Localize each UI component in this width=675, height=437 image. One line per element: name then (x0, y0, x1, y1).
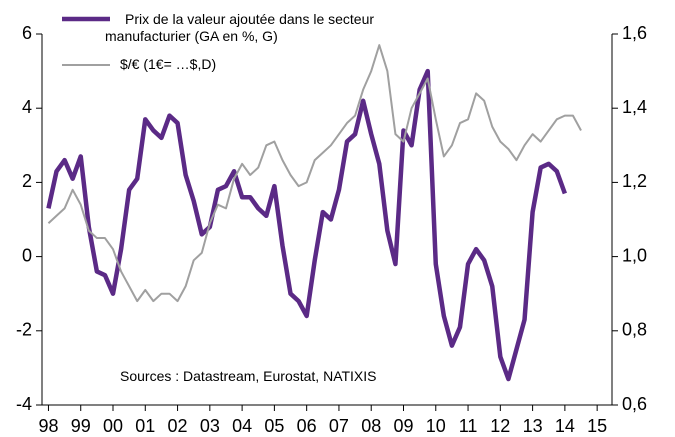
annotation: Sources : Datastream, Eurostat, NATIXIS (120, 368, 377, 384)
x-tick-label: 11 (459, 416, 478, 436)
x-tick-label: 05 (264, 416, 284, 436)
x-tick-label: 00 (103, 416, 123, 436)
y2-tick-label: 1,4 (622, 97, 647, 117)
x-tick-label: 13 (523, 416, 543, 436)
y2-tick-label: 1,2 (622, 171, 647, 191)
y2-tick-label: 1,0 (622, 245, 647, 265)
x-tick-label: 01 (135, 416, 155, 436)
x-tick-label: 15 (587, 416, 607, 436)
y2-tick-label: 0,6 (622, 394, 647, 414)
y2-tick-label: 0,8 (622, 320, 647, 340)
x-tick-label: 99 (71, 416, 91, 436)
x-tick-label: 06 (297, 416, 317, 436)
x-tick-label: 14 (555, 416, 575, 436)
legend-label: Prix de la valeur ajoutée dans le secteu… (105, 11, 375, 44)
y-tick-label: -4 (16, 394, 32, 414)
series-line (47, 44, 582, 303)
y-tick-label: 2 (22, 171, 32, 191)
legend-label: $/€ (1€= …$,D) (120, 56, 217, 72)
x-tick-label: 02 (168, 416, 188, 436)
y-tick-label: 4 (22, 97, 32, 117)
x-tick-label: 12 (490, 416, 510, 436)
x-tick-label: 04 (232, 416, 252, 436)
y2-tick-label: 1,6 (622, 23, 647, 43)
x-tick-label: 98 (38, 416, 58, 436)
y-tick-label: 6 (22, 23, 32, 43)
series-line (46, 68, 567, 382)
x-tick-label: 09 (393, 416, 413, 436)
y-tick-label: 0 (22, 245, 32, 265)
x-tick-label: 07 (329, 416, 349, 436)
x-tick-label: 03 (200, 416, 220, 436)
x-tick-label: 10 (426, 416, 446, 436)
y-tick-label: -2 (16, 320, 32, 340)
x-tick-label: 08 (361, 416, 381, 436)
